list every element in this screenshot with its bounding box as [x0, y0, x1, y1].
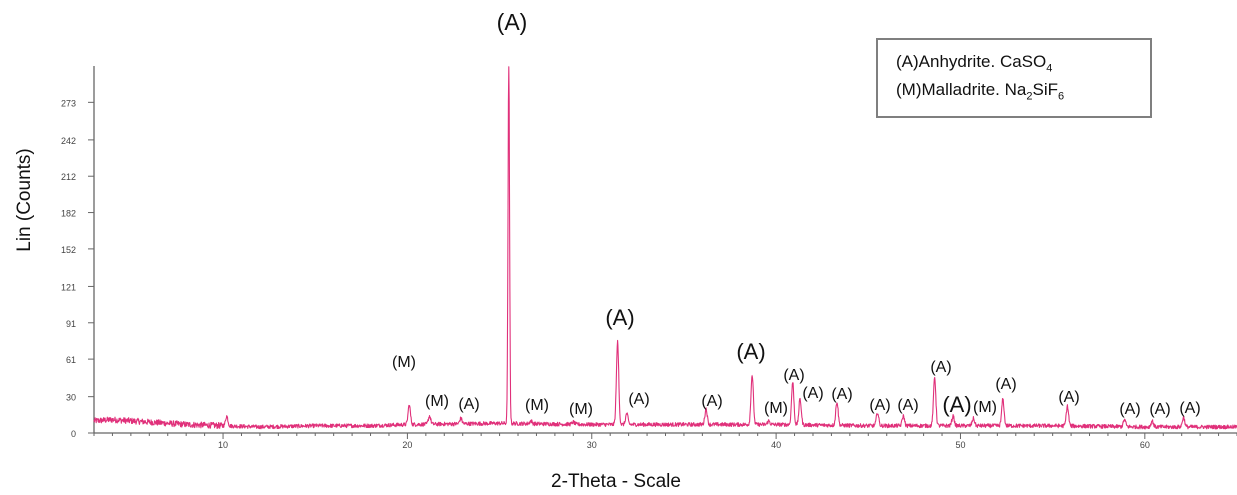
x-tick-label: 10 [218, 440, 228, 450]
peak-label: (A) [783, 367, 804, 384]
y-tick-label: 152 [61, 245, 76, 255]
y-tick-label: 182 [61, 209, 76, 219]
diffraction-pattern [93, 65, 1237, 430]
legend-formula-subscript: 2 [1026, 90, 1033, 103]
x-tick-label: 40 [771, 440, 781, 450]
y-tick-label: 242 [61, 136, 76, 146]
peak-label: (A) [628, 391, 649, 408]
y-tick-label: 0 [71, 429, 76, 439]
y-tick-label: 273 [61, 98, 76, 108]
y-tick-label: 212 [61, 172, 76, 182]
x-axis-label: 2-Theta - Scale [551, 471, 681, 492]
peak-label: (A) [869, 397, 890, 414]
peak-label: (A) [1179, 400, 1200, 417]
peak-label: (M) [425, 393, 449, 410]
legend-formula-subscript: 4 [1046, 62, 1053, 75]
axes: 0 30 61 91 121 152 182 212 242 273 10 20 30 40 50 60 [61, 66, 1237, 450]
y-axis-label: Lin (Counts) [14, 148, 35, 252]
x-tick-label: 30 [587, 440, 597, 450]
peak-label: (A) [802, 385, 823, 402]
legend-formula: CaSO [999, 52, 1047, 71]
x-tick-label: 20 [402, 440, 412, 450]
peak-label: (A) [1058, 389, 1079, 406]
legend-entry-malladrite: (M)Malladrite. Na2SiF6 [896, 80, 1064, 102]
peak-label: (M) [392, 354, 416, 371]
peak-label: (A) [1119, 401, 1140, 418]
peak-label: (A) [497, 9, 528, 35]
peak-label: (A) [458, 396, 479, 413]
x-tick-label: 60 [1140, 440, 1150, 450]
y-tick-label: 30 [66, 393, 76, 403]
peak-label: (A) [701, 393, 722, 410]
peak-label: (A) [736, 339, 765, 364]
peak-label: (M) [569, 401, 593, 418]
legend-entry-anhydrite: (A)Anhydrite. CaSO4 [896, 52, 1052, 74]
legend-mineral-name: Malladrite. [921, 80, 1005, 99]
peak-label: (A) [995, 376, 1016, 393]
legend: (A)Anhydrite. CaSO4 (M)Malladrite. Na2Si… [876, 38, 1152, 118]
peak-label: (A) [897, 397, 918, 414]
legend-formula-subscript: 6 [1057, 90, 1065, 103]
legend-marker: (A) [896, 52, 919, 71]
legend-marker: (M) [896, 80, 922, 99]
legend-formula: SiF [1032, 80, 1058, 99]
peak-label: (A) [942, 392, 971, 417]
legend-formula: Na [1004, 80, 1027, 99]
peak-label: (M) [973, 399, 997, 416]
legend-mineral-name: Anhydrite. [918, 52, 1000, 71]
peak-annotations: (M)(M) (A)(A)(M) (M)(A)(A) (A)(A)(M)(A)(A)(… [392, 9, 1201, 418]
peak-label: (M) [525, 397, 549, 414]
peak-label: (M) [764, 400, 788, 417]
y-tick-label: 121 [61, 282, 76, 292]
peak-label: (A) [930, 359, 951, 376]
y-tick-label: 61 [66, 355, 76, 365]
x-tick-label: 50 [955, 440, 965, 450]
peak-label: (A) [605, 305, 634, 330]
y-tick-label: 91 [66, 319, 76, 329]
pattern-trace [93, 66, 1237, 430]
peak-label: (A) [1149, 401, 1170, 418]
peak-label: (A) [831, 386, 852, 403]
